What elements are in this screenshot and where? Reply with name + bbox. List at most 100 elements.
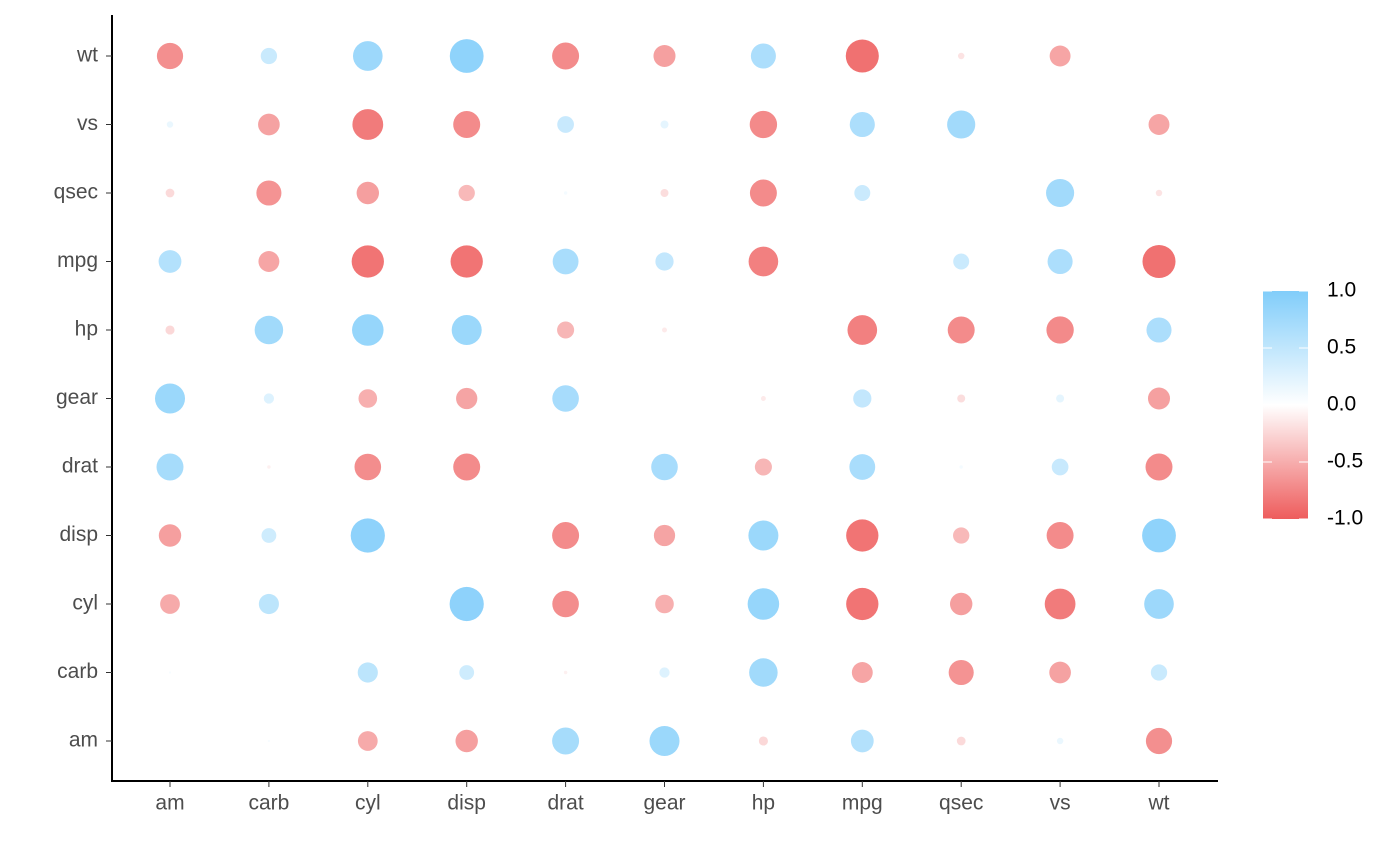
bubble (758, 736, 768, 746)
y-tick-label: drat (62, 455, 98, 478)
y-tick-label: gear (56, 386, 98, 409)
bubble (760, 396, 766, 401)
bubble (953, 253, 970, 270)
bubble (749, 179, 777, 207)
y-tick-label: mpg (57, 249, 98, 272)
colorbar-label: -1.0 (1327, 507, 1363, 530)
bubble (358, 389, 378, 408)
bubble (649, 725, 680, 757)
x-tick-label: cyl (355, 792, 381, 815)
bubble (260, 47, 278, 65)
bubble (552, 522, 580, 549)
bubble (957, 394, 966, 403)
bubble (853, 389, 872, 408)
bubble (256, 180, 282, 206)
bubble (158, 524, 182, 547)
bubble (160, 594, 180, 614)
x-tick-label: disp (447, 792, 486, 815)
bubble (653, 44, 676, 68)
bubble (453, 111, 481, 138)
bubble (458, 184, 475, 202)
bubble (959, 465, 963, 469)
bubble (352, 109, 384, 140)
bubble (168, 671, 172, 674)
bubble (354, 453, 382, 481)
x-tick-label: drat (548, 792, 584, 815)
colorbar-label: 0.0 (1327, 393, 1356, 416)
bubble (1144, 589, 1174, 619)
bubble (350, 518, 385, 553)
bubble (449, 39, 484, 73)
x-tick-label: qsec (939, 792, 983, 815)
y-tick-label: qsec (54, 181, 98, 204)
bubble (655, 594, 674, 614)
bubble (165, 188, 175, 198)
bubble (957, 52, 965, 60)
bubble (750, 43, 776, 69)
bubble (748, 520, 779, 551)
x-tick-label: am (155, 792, 184, 815)
bubble (651, 453, 678, 481)
bubble (258, 251, 280, 272)
bubble (1150, 664, 1168, 681)
bubble (267, 739, 271, 743)
bubble (947, 316, 975, 344)
bubble (356, 181, 380, 205)
x-tick-label: carb (248, 792, 289, 815)
bubble (747, 588, 780, 620)
bubble (450, 245, 483, 278)
bubble (847, 315, 878, 345)
bubble (557, 116, 574, 133)
bubble (166, 121, 174, 128)
bubble (1147, 387, 1171, 410)
bubble (749, 110, 778, 139)
bubble (849, 111, 875, 138)
bubble (851, 662, 873, 683)
bubble (754, 458, 772, 476)
bubble (659, 667, 670, 678)
bubble (258, 113, 280, 136)
bubble (456, 387, 478, 410)
bubble (165, 325, 175, 335)
bubble (352, 41, 383, 71)
bubble (552, 385, 579, 412)
bubble (947, 110, 976, 139)
bubble (1046, 522, 1074, 549)
bubble (1142, 244, 1176, 279)
bubble (552, 590, 579, 618)
bubble (263, 393, 275, 404)
colorbar-label: 0.5 (1327, 336, 1356, 359)
bubble (748, 246, 779, 277)
bubble (1051, 458, 1069, 476)
bubble (662, 327, 667, 333)
bubble (655, 252, 674, 271)
y-tick-label: hp (75, 318, 98, 341)
bubble (158, 250, 182, 273)
bubble (1047, 248, 1073, 275)
bubble (854, 185, 871, 201)
bubble (849, 454, 876, 480)
bubble (956, 736, 966, 746)
bubble (261, 528, 277, 543)
y-tick-label: disp (59, 523, 98, 546)
bubble (459, 665, 475, 680)
bubble (1056, 394, 1065, 403)
bubble (1056, 737, 1064, 745)
bubble (552, 42, 580, 70)
bubble (154, 383, 186, 414)
bubble (953, 527, 970, 544)
bubble (1155, 189, 1163, 197)
bubble (1046, 316, 1074, 344)
bubble (1148, 114, 1170, 135)
bubble (653, 524, 676, 547)
bubble (451, 314, 482, 346)
bubble (660, 120, 669, 129)
bubble (948, 659, 974, 686)
x-tick-label: wt (1148, 792, 1170, 815)
bubble (1046, 178, 1075, 208)
bubble (1145, 453, 1173, 481)
bubble (552, 248, 579, 275)
bubble (563, 191, 568, 195)
